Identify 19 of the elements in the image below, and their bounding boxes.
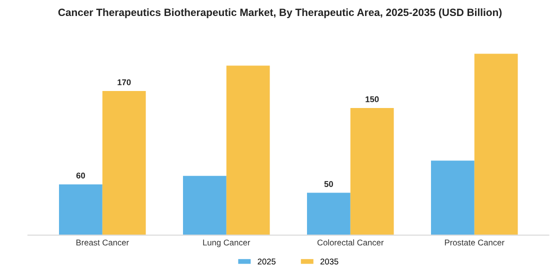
bar [474,54,518,236]
x-tick-label: Colorectal Cancer [317,239,384,246]
legend-label: 2035 [320,258,338,264]
x-tick-label: Prostate Cancer [444,240,504,246]
bar [226,66,270,236]
legend-label: 2025 [258,258,276,264]
bar [431,160,474,236]
bar [102,91,146,236]
bar [183,176,226,236]
bar [59,184,102,236]
x-tick-label: Lung Cancer [203,240,250,248]
bar [307,192,350,236]
data-label: 170 [118,79,131,86]
data-label: 60 [76,172,85,179]
data-label: 50 [324,181,333,187]
x-tick-label: Breast Cancer [76,240,129,246]
data-label: 150 [366,96,379,102]
bar [350,108,394,236]
chart-title: Cancer Therapeutics Biotherapeutic Market, By Therapeutic Area, 2025-2035 (USD Billion) [58,8,502,18]
